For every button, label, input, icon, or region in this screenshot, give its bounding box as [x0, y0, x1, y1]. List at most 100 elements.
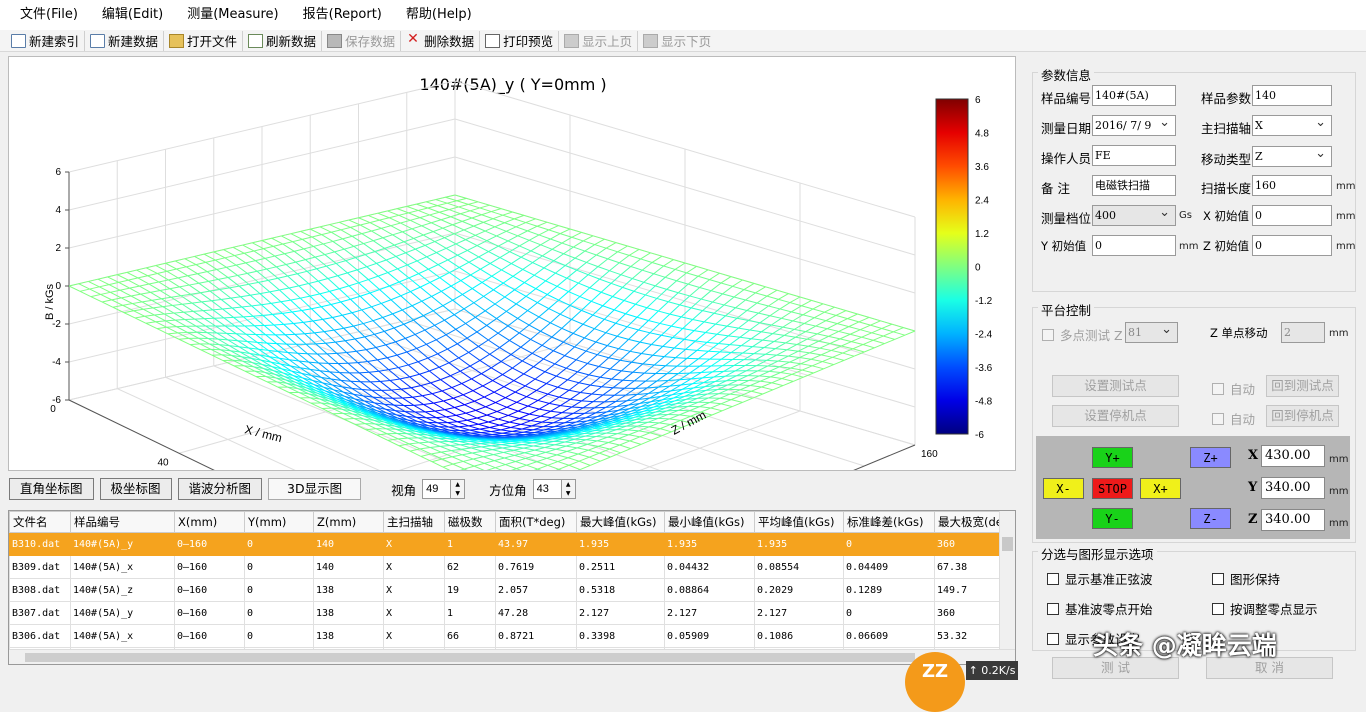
surface-line [399, 215, 410, 220]
surface-line [485, 311, 496, 319]
set-stop-point-button[interactable]: 设置停机点 [1052, 405, 1179, 427]
azimuth-spinner[interactable]: ▲▼ [533, 479, 576, 499]
refresh-data-button[interactable]: 刷新数据 [243, 31, 322, 51]
z-init-field[interactable]: 0 [1252, 235, 1332, 256]
x-init-field[interactable]: 0 [1252, 205, 1332, 226]
stop-button[interactable]: STOP [1092, 478, 1133, 499]
column-header[interactable]: Y(mm) [245, 512, 314, 533]
scan-length-field[interactable]: 160 [1252, 175, 1332, 196]
spin-up-icon[interactable]: ▲ [451, 480, 464, 489]
surface-line [585, 329, 595, 338]
next-page-button[interactable]: 显示下页 [638, 31, 716, 51]
note-field[interactable]: 电磁铁扫描 [1092, 175, 1176, 196]
column-header[interactable]: 标准峰差(kGs) [844, 512, 935, 533]
menu-help[interactable]: 帮助(Help) [394, 0, 484, 30]
surface-line [485, 468, 495, 470]
tab-3d[interactable]: 3D显示图 [268, 478, 361, 500]
table-hscrollbar[interactable] [9, 649, 1016, 664]
column-header[interactable]: 样品编号 [71, 512, 175, 533]
z-plus-button[interactable]: Z+ [1190, 447, 1231, 468]
surface-line [671, 326, 682, 328]
column-header[interactable]: 最小峰值(kGs) [665, 512, 755, 533]
spin-down-icon[interactable]: ▼ [562, 489, 575, 498]
surface-line [596, 342, 607, 346]
sample-param-field[interactable]: 140 [1252, 85, 1332, 106]
column-header[interactable]: X(mm) [175, 512, 245, 533]
column-header[interactable]: 最大极宽(de [935, 512, 1004, 533]
y-minus-button[interactable]: Y- [1092, 508, 1133, 529]
surface-line [763, 390, 773, 394]
tab-polar[interactable]: 极坐标图 [100, 478, 172, 500]
x-plus-button[interactable]: X+ [1140, 478, 1181, 499]
prev-page-button[interactable]: 显示上页 [559, 31, 638, 51]
adjust-zero-checkbox[interactable]: 按调整零点显示 [1212, 599, 1318, 618]
multi-point-select[interactable]: 81 [1125, 322, 1178, 343]
y-init-field[interactable]: 0 [1092, 235, 1176, 256]
column-header[interactable]: 平均峰值(kGs) [755, 512, 844, 533]
auto-test-checkbox[interactable]: 自动 [1212, 379, 1255, 398]
surface-line [372, 231, 383, 238]
surface-line [335, 342, 346, 352]
delete-data-button[interactable]: 删除数据 [401, 31, 480, 51]
date-picker[interactable]: 2016/ 7/ 9 [1092, 115, 1176, 136]
ref-zero-checkbox[interactable]: 基准波零点开始 [1047, 599, 1153, 618]
sample-no-field[interactable]: 140#(5A) [1092, 85, 1176, 106]
save-data-button[interactable]: 保存数据 [322, 31, 401, 51]
spin-up-icon[interactable]: ▲ [562, 480, 575, 489]
column-header[interactable]: 面积(T*deg) [496, 512, 577, 533]
surface-line [353, 326, 364, 337]
scan-axis-select[interactable]: X [1252, 115, 1332, 136]
open-file-button[interactable]: 打开文件 [164, 31, 243, 51]
menu-measure[interactable]: 测量(Measure) [175, 0, 290, 30]
tab-harmonic[interactable]: 谐波分析图 [178, 478, 263, 500]
elevation-spinner[interactable]: ▲▼ [422, 479, 465, 499]
column-header[interactable]: 文件名 [10, 512, 71, 533]
column-header[interactable]: 最大峰值(kGs) [577, 512, 665, 533]
floating-badge[interactable]: ZZ [905, 652, 965, 712]
goto-stop-point-button[interactable]: 回到停机点 [1266, 405, 1339, 427]
surface-line [509, 340, 520, 347]
print-preview-button[interactable]: 打印预览 [480, 31, 559, 51]
elevation-input[interactable] [423, 480, 450, 498]
spin-down-icon[interactable]: ▼ [451, 489, 464, 498]
menu-file[interactable]: 文件(File) [0, 0, 90, 30]
x-minus-button[interactable]: X- [1043, 478, 1084, 499]
z-minus-button[interactable]: Z- [1190, 508, 1231, 529]
surface-line [429, 371, 440, 380]
surface-line [632, 279, 643, 283]
menu-edit[interactable]: 编辑(Edit) [90, 0, 175, 30]
azimuth-input[interactable] [534, 480, 561, 498]
operator-field[interactable]: FE [1092, 145, 1176, 166]
table-vscrollbar[interactable] [999, 511, 1015, 651]
move-type-select[interactable]: Z [1252, 146, 1332, 167]
set-test-point-button[interactable]: 设置测试点 [1052, 375, 1179, 397]
surface-line [539, 317, 550, 323]
surface-line [378, 211, 388, 213]
multi-point-checkbox[interactable]: 多点测试 Z [1042, 325, 1123, 344]
surface-line [389, 218, 400, 223]
refresh-icon [248, 34, 263, 48]
show-sine-checkbox[interactable]: 显示基准正弦波 [1047, 569, 1153, 588]
range-select[interactable]: 400 [1092, 205, 1176, 226]
tab-cartesian[interactable]: 直角坐标图 [9, 478, 94, 500]
new-data-button[interactable]: 新建数据 [85, 31, 164, 51]
y-plus-button[interactable]: Y+ [1092, 447, 1133, 468]
surface-line [452, 388, 463, 395]
column-header[interactable]: 主扫描轴 [384, 512, 445, 533]
goto-test-point-button[interactable]: 回到测试点 [1266, 375, 1339, 397]
z-step-field[interactable]: 2 [1281, 322, 1325, 343]
auto-stop-checkbox[interactable]: 自动 [1212, 409, 1255, 428]
scroll-thumb[interactable] [25, 653, 915, 662]
scroll-thumb[interactable] [1002, 537, 1013, 551]
menu-report[interactable]: 报告(Report) [291, 0, 394, 30]
column-header[interactable]: 磁极数 [445, 512, 496, 533]
keep-graph-checkbox[interactable]: 图形保持 [1212, 569, 1280, 588]
new-index-button[interactable]: 新建索引 [6, 31, 85, 51]
column-header[interactable]: Z(mm) [314, 512, 384, 533]
surface-line [154, 315, 165, 321]
